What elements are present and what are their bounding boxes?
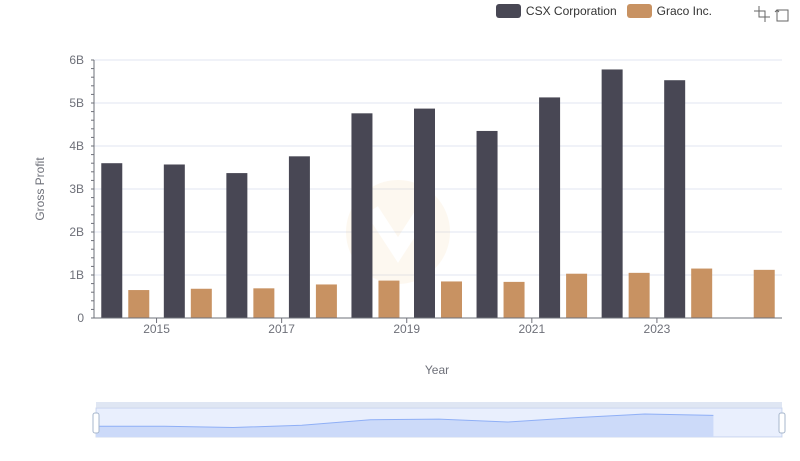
y-tick-label: 0	[77, 311, 84, 325]
legend: CSX Corporation Graco Inc.	[495, 4, 712, 18]
slider-preview-line	[95, 413, 714, 429]
y-axis-title: Gross Profit	[33, 157, 47, 221]
y-tick-label: 4B	[69, 139, 84, 153]
toolbox	[754, 6, 790, 22]
legend-item-csx[interactable]: CSX Corporation	[495, 4, 617, 18]
y-tick-label: 6B	[69, 53, 84, 67]
zoom-select-icon[interactable]	[754, 6, 770, 22]
bar-csx-2018[interactable]	[351, 113, 373, 318]
bar-graco-2024[interactable]	[753, 269, 775, 318]
slider-selection[interactable]	[96, 408, 782, 437]
bar-csx-2019[interactable]	[414, 108, 435, 318]
y-tick-label: 2B	[69, 225, 84, 239]
slider-handle-right[interactable]	[778, 412, 786, 434]
bar-graco-2021[interactable]	[566, 273, 588, 318]
bar-graco-2016[interactable]	[253, 288, 275, 318]
bar-graco-2020[interactable]	[503, 281, 525, 318]
bar-graco-2017[interactable]	[315, 284, 337, 318]
bars	[101, 69, 775, 319]
slider-top-bar[interactable]	[96, 402, 782, 408]
bar-csx-2022[interactable]	[601, 69, 623, 319]
bar-csx-2014[interactable]	[101, 163, 123, 318]
bar-graco-2014[interactable]	[128, 290, 150, 318]
bar-graco-2022[interactable]	[628, 272, 650, 318]
x-axis-title: Year	[425, 363, 449, 377]
restore-icon[interactable]	[774, 6, 790, 22]
bar-graco-2019[interactable]	[441, 281, 462, 318]
bar-csx-2015[interactable]	[163, 164, 185, 318]
legend-swatch-graco	[626, 4, 652, 18]
y-tick-label: 1B	[69, 268, 84, 282]
y-tick-label: 3B	[69, 182, 84, 196]
bar-graco-2015[interactable]	[190, 288, 212, 318]
x-tick-label: 2015	[143, 322, 170, 336]
bar-csx-2021[interactable]	[539, 97, 561, 318]
bar-csx-2020[interactable]	[476, 130, 498, 318]
y-tick-label: 5B	[69, 96, 84, 110]
data-zoom-slider[interactable]	[92, 402, 786, 438]
legend-swatch-csx	[495, 4, 521, 18]
slider-preview-area	[96, 414, 714, 437]
bar-csx-2017[interactable]	[288, 156, 310, 318]
x-tick-label: 2017	[268, 322, 295, 336]
x-tick-label: 2021	[518, 322, 545, 336]
bar-csx-2016[interactable]	[226, 173, 248, 318]
x-tick-label: 2023	[644, 322, 671, 336]
x-tick-label: 2019	[393, 322, 420, 336]
slider-handle-left[interactable]	[92, 412, 100, 434]
legend-item-graco[interactable]: Graco Inc.	[626, 4, 712, 18]
legend-label-graco: Graco Inc.	[656, 4, 712, 18]
legend-label-csx: CSX Corporation	[525, 4, 617, 18]
bar-csx-2023[interactable]	[664, 80, 686, 319]
bar-graco-2023[interactable]	[691, 268, 713, 318]
bar-graco-2018[interactable]	[378, 280, 400, 318]
axes: 0 1B 2B 3B 4B 5B 6B 2015 2017 2019 2021 2023	[69, 53, 782, 336]
